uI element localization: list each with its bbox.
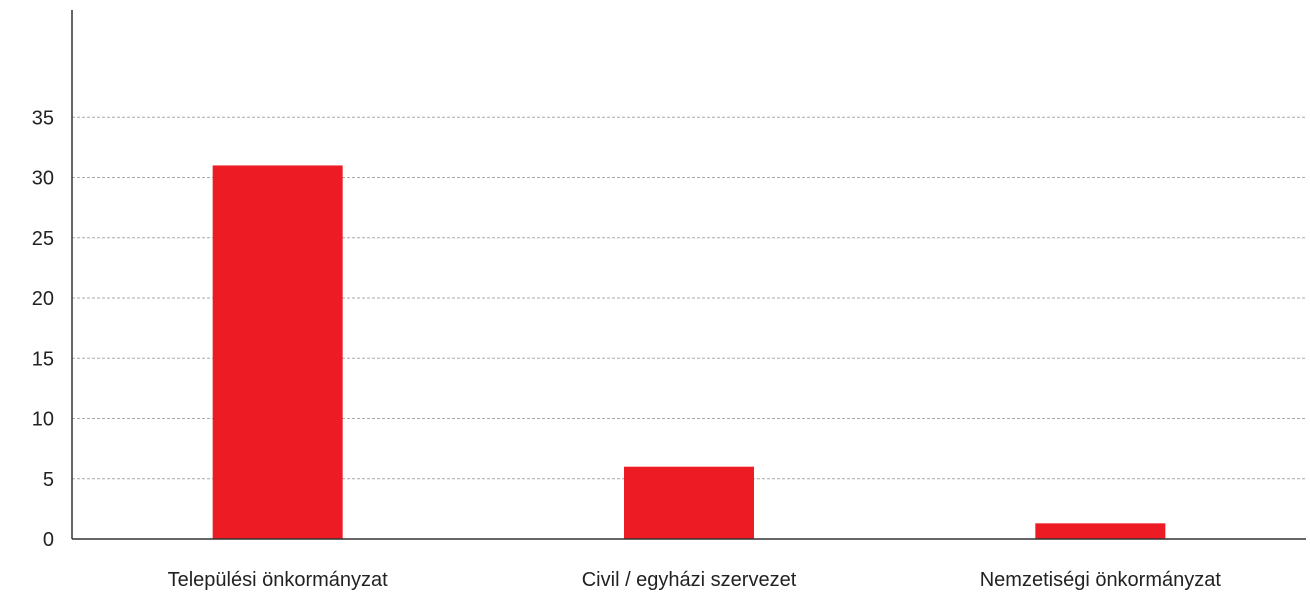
y-tick-label: 30 bbox=[32, 168, 54, 190]
y-tick-label: 15 bbox=[32, 348, 54, 370]
y-tick-labels: 0 5 10 15 20 25 30 35 bbox=[32, 107, 54, 551]
y-tick-label: 10 bbox=[32, 409, 54, 431]
x-tick-label: Nemzetiségi önkormányzat bbox=[980, 569, 1222, 591]
y-tick-label: 20 bbox=[32, 288, 54, 310]
y-tick-label: 25 bbox=[32, 228, 54, 250]
bar bbox=[212, 165, 343, 539]
y-tick-label: 0 bbox=[43, 529, 54, 551]
x-tick-labels: Települési önkormányzat Civil / egyházi s… bbox=[168, 569, 1222, 591]
axes bbox=[71, 10, 1306, 540]
x-tick-label: Civil / egyházi szervezet bbox=[582, 569, 797, 591]
bars bbox=[212, 165, 1166, 539]
y-tick-label: 5 bbox=[43, 469, 54, 491]
x-tick-label: Települési önkormányzat bbox=[168, 569, 389, 591]
y-tick-label: 35 bbox=[32, 107, 54, 129]
bar bbox=[1035, 523, 1166, 539]
bar bbox=[624, 466, 754, 539]
